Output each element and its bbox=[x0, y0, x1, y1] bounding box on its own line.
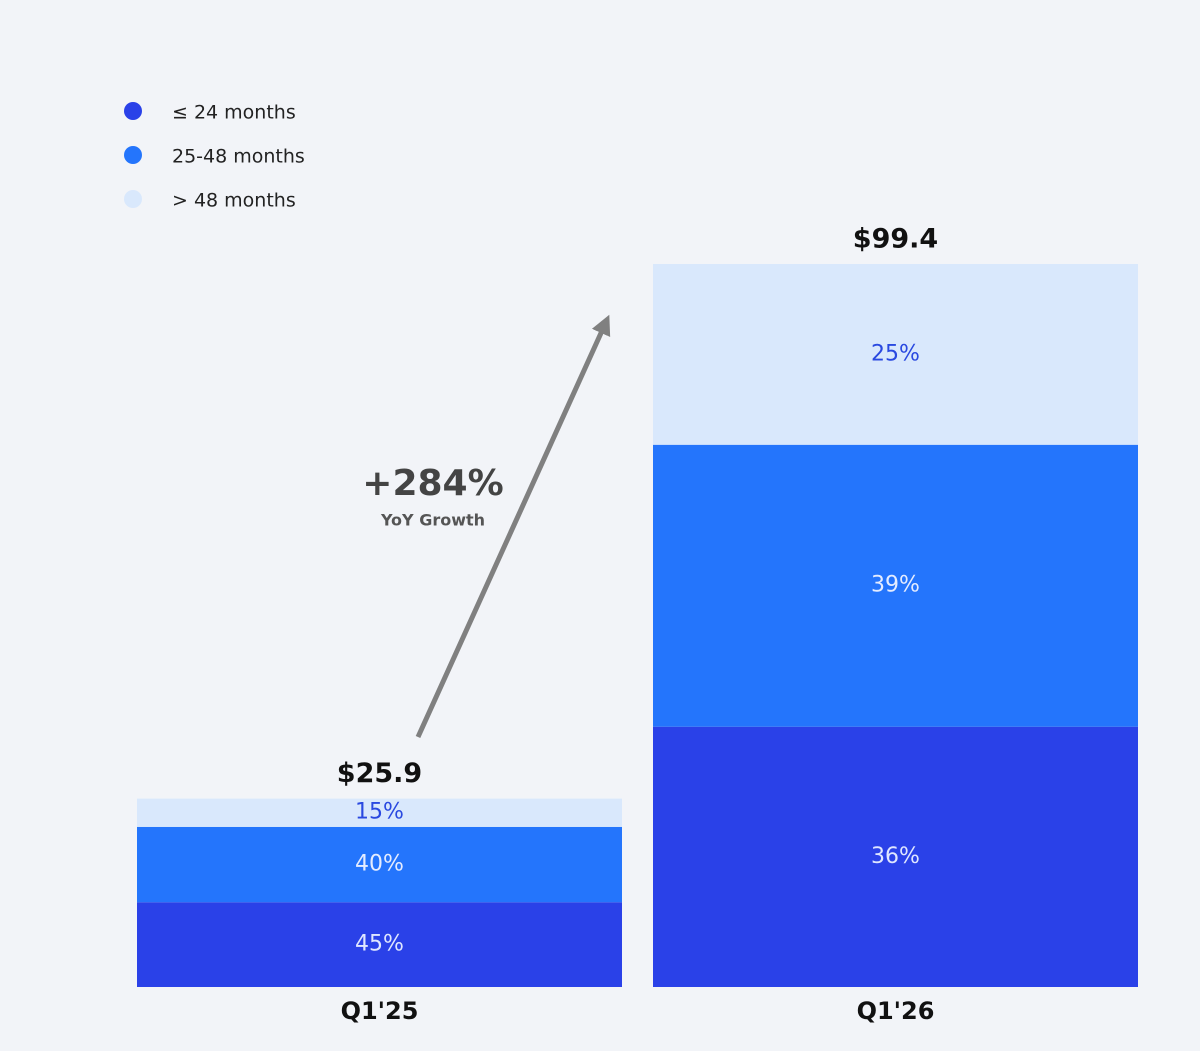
bar-segment bbox=[653, 264, 1138, 445]
legend-label: 25-48 months bbox=[172, 146, 305, 168]
segment-label: 40% bbox=[355, 852, 404, 877]
growth-arrow bbox=[415, 314, 611, 739]
bar-segment bbox=[653, 444, 1138, 727]
total-label: $99.4 bbox=[853, 224, 938, 255]
legend-swatch bbox=[124, 102, 142, 120]
x-tick-label: Q1'25 bbox=[341, 997, 419, 1025]
bar-segment bbox=[137, 798, 622, 827]
segment-label: 39% bbox=[871, 573, 920, 598]
growth-value: +284% bbox=[362, 463, 503, 504]
legend-swatch bbox=[124, 146, 142, 164]
legend-swatch bbox=[124, 190, 142, 208]
bar-segment bbox=[653, 726, 1138, 987]
legend-label: ≤ 24 months bbox=[172, 102, 296, 124]
growth-label: YoY Growth bbox=[380, 511, 485, 530]
bar-segment bbox=[137, 902, 622, 987]
total-label: $25.9 bbox=[337, 758, 422, 789]
segment-label: 36% bbox=[871, 844, 920, 869]
segment-label: 45% bbox=[355, 932, 404, 957]
legend-label: > 48 months bbox=[172, 190, 296, 212]
bar-segment bbox=[137, 826, 622, 903]
segment-label: 25% bbox=[871, 341, 920, 366]
segment-label: 15% bbox=[355, 800, 404, 825]
x-tick-label: Q1'26 bbox=[857, 997, 935, 1025]
